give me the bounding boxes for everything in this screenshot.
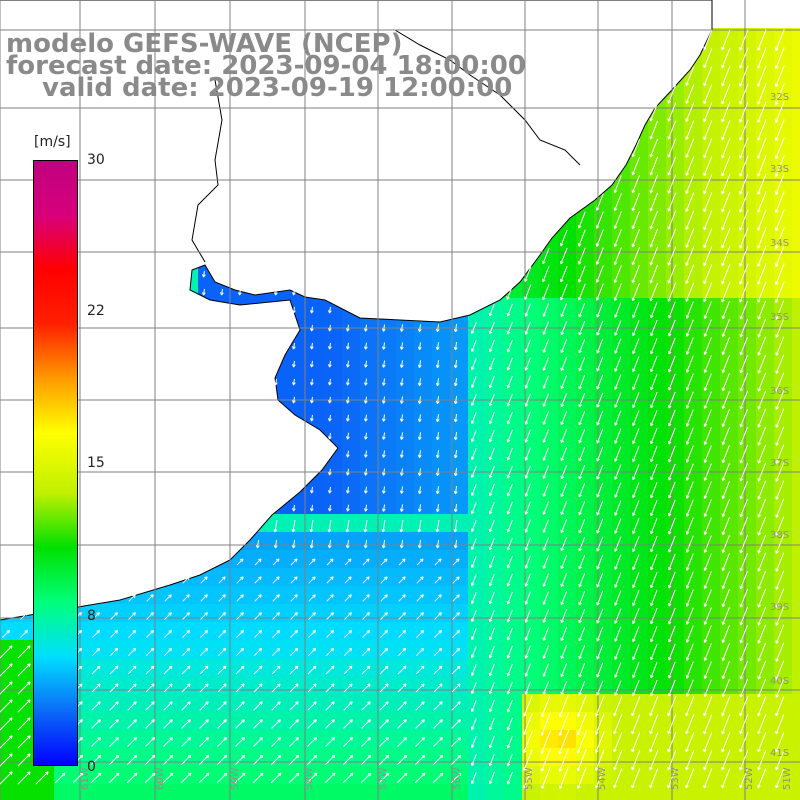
lon-label: 60W	[155, 767, 166, 790]
lat-label: 40S	[770, 676, 789, 687]
colorbar-unit: [m/s]	[34, 134, 71, 150]
colorbar-tick-22: 22	[87, 303, 105, 319]
lat-label: 36S	[770, 386, 789, 397]
model-title: modelo GEFS-WAVE (NCEP)	[6, 29, 403, 59]
lon-label: 61W	[80, 767, 91, 790]
grid-labels: 32S 33S 34S 35S 36S 37S 38S 39S 40S 41S 61W 60W 59W 5…	[80, 92, 793, 790]
colorbar-tick-0: 0	[87, 759, 96, 775]
lon-label: 55W	[524, 767, 535, 790]
lat-label: 35S	[770, 312, 789, 323]
lat-label: 38S	[770, 530, 789, 541]
valid-date: valid date: 2023-09-19 12:00:00	[42, 73, 513, 103]
lon-label: 54W	[597, 767, 608, 790]
lat-label: 34S	[770, 238, 789, 249]
lon-label: 52W	[744, 767, 755, 790]
colorbar-tick-30: 30	[87, 152, 105, 168]
lat-label: 32S	[770, 92, 789, 103]
lat-label: 33S	[770, 164, 789, 175]
land-area	[0, 0, 713, 621]
forecast-date: forecast date: 2023-09-04 18:00:00	[6, 51, 526, 81]
colorbar	[33, 160, 78, 766]
lon-label: 53W	[670, 767, 681, 790]
lon-label: 57W	[378, 767, 389, 790]
wind-arrows	[0, 29, 785, 790]
lat-label: 39S	[770, 602, 789, 613]
lon-label: 59W	[230, 767, 241, 790]
lon-label: 56W	[452, 767, 463, 790]
lon-label: 51W	[782, 767, 793, 790]
lat-label: 37S	[770, 458, 789, 469]
lon-label: 58W	[304, 767, 315, 790]
colorbar-tick-15: 15	[87, 455, 105, 471]
colorbar-tick-8: 8	[87, 608, 96, 624]
lat-label: 41S	[770, 748, 789, 759]
